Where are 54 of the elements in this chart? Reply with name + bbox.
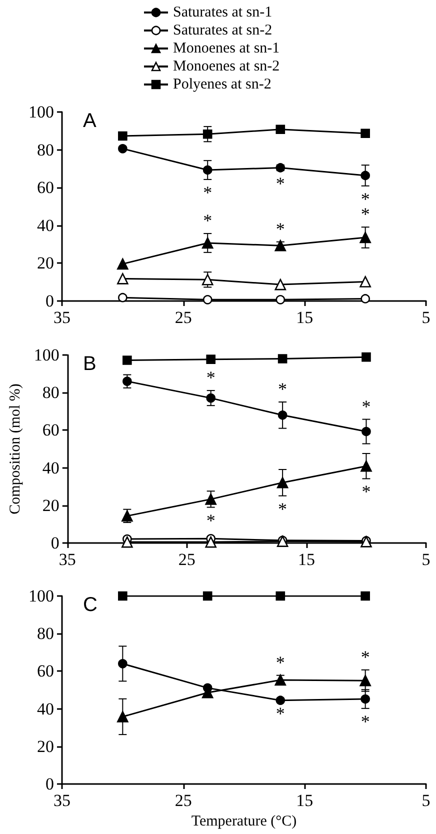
y-tick-label: 40: [37, 216, 54, 235]
data-label: *: [276, 652, 285, 672]
data-label: *: [360, 711, 370, 732]
data-label: *: [278, 379, 288, 399]
chart-title: A: [83, 110, 97, 132]
x-tick-label: 5: [422, 308, 430, 327]
data-label: *: [362, 396, 371, 416]
x-tick-label: 25: [178, 550, 196, 569]
y-tick-label: 20: [37, 736, 54, 756]
data-label: *: [206, 510, 216, 530]
x-tick-label: 5: [422, 791, 430, 810]
y-tick-label: 100: [34, 346, 60, 364]
chart-title: B: [83, 353, 96, 375]
x-tick-label: 5: [422, 550, 430, 569]
x-tick-label: 15: [298, 550, 315, 569]
data-label: *: [276, 218, 285, 239]
x-tick-label: 35: [58, 550, 76, 569]
data-label: *: [203, 182, 212, 202]
x-tick-label: 25: [174, 791, 192, 810]
y-tick-label: 60: [37, 662, 54, 681]
legend-label: Polyenes at sn-2: [173, 76, 272, 92]
x-tick-label: 15: [296, 308, 314, 327]
x-axis-title: Temperature (°C): [191, 814, 297, 830]
data-label: *: [360, 646, 370, 667]
data-label: *: [276, 174, 285, 194]
legend-label: Monoenes at sn-1: [173, 40, 280, 56]
data-label: *: [203, 210, 212, 231]
x-tick-label: 25: [174, 308, 192, 327]
y-tick-label: 100: [28, 102, 54, 122]
data-label: *: [278, 498, 288, 519]
y-tick-label: 80: [42, 383, 60, 402]
data-label: *: [206, 368, 216, 388]
y-tick-label: 60: [42, 420, 60, 440]
chart-title: C: [83, 594, 98, 616]
y-tick-label: 20: [37, 254, 54, 273]
data-label: *: [276, 703, 285, 724]
legend-label: Saturates at sn-2: [173, 22, 272, 38]
y-tick-label: 80: [37, 624, 54, 644]
y-tick-label: 60: [37, 178, 54, 198]
y-tick-label: 40: [42, 458, 60, 478]
y-tick-label: 0: [50, 534, 60, 552]
legend-label: Monoenes at sn-2: [173, 58, 280, 74]
legend-label: Saturates at sn-1: [173, 4, 272, 20]
x-tick-label: 15: [296, 791, 314, 810]
y-tick-label: 0: [46, 774, 54, 794]
y-tick-label: 100: [28, 586, 54, 606]
y-tick-label: 40: [37, 699, 54, 718]
y-tick-label: 0: [46, 292, 54, 310]
data-label: *: [362, 482, 371, 502]
y-tick-label: 20: [42, 496, 60, 515]
x-tick-label: 35: [54, 791, 70, 810]
y-axis-title: Composition (mol %): [8, 384, 24, 514]
y-tick-label: 80: [37, 140, 54, 160]
x-tick-label: 35: [54, 308, 70, 327]
